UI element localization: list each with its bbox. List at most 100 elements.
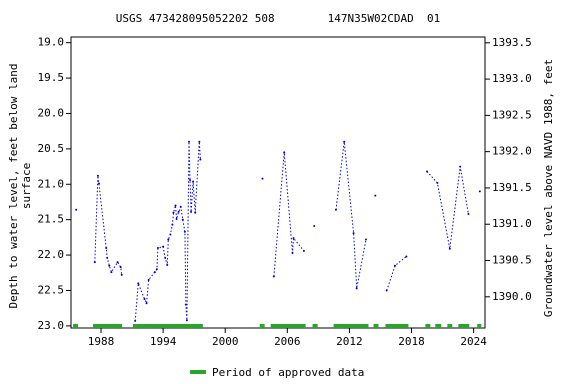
data-point [75, 208, 78, 211]
data-point [137, 282, 140, 285]
y-tick-label: 19.5 [38, 71, 65, 84]
x-tick-label: 2006 [274, 335, 301, 348]
y2-tick-label: 1393.5 [492, 36, 532, 49]
y2-tick-label: 1391.0 [492, 217, 532, 230]
data-point [194, 211, 197, 214]
y2-tick-label: 1390.5 [492, 254, 532, 267]
approved-period [435, 324, 442, 328]
data-point [145, 302, 148, 305]
data-point [302, 249, 305, 252]
y-tick-label: 22.5 [38, 283, 65, 296]
data-point [97, 182, 100, 185]
data-point [184, 303, 187, 306]
data-point [96, 174, 99, 177]
data-point [162, 245, 165, 248]
y2-tick-label: 1392.0 [492, 145, 532, 158]
data-point [190, 210, 193, 213]
data-point [169, 233, 172, 236]
data-point [374, 194, 377, 197]
data-point [179, 205, 182, 208]
approved-period [373, 324, 379, 328]
data-point [364, 238, 367, 241]
data-point [478, 190, 481, 193]
data-point [192, 180, 195, 183]
data-point [343, 140, 346, 143]
y-tick-label: 21.0 [38, 177, 65, 190]
data-point [181, 218, 184, 221]
data-point [405, 255, 408, 258]
data-point [171, 223, 174, 226]
approved-period [270, 324, 306, 328]
data-point [448, 247, 451, 250]
y-axis-label: Depth to water level, feet below land [7, 63, 20, 308]
approved-period [333, 324, 369, 328]
y-tick-label: 23.0 [38, 319, 65, 332]
data-point [134, 319, 137, 322]
data-point [167, 238, 170, 241]
data-point [183, 230, 186, 233]
data-point [156, 246, 159, 249]
series-line [95, 142, 480, 321]
data-point [116, 261, 119, 264]
data-point [164, 256, 167, 259]
x-tick-label: 2024 [460, 335, 487, 348]
data-point [189, 179, 192, 182]
legend-label: Period of approved data [212, 366, 364, 379]
data-point [313, 225, 316, 228]
data-point [436, 181, 439, 184]
y-tick-label: 20.0 [38, 106, 65, 119]
data-point [119, 266, 122, 269]
data-point [352, 232, 355, 235]
data-point [153, 271, 156, 274]
approved-period [73, 324, 79, 328]
data-point [185, 319, 188, 322]
data-point [355, 287, 358, 290]
data-point [106, 256, 109, 259]
approved-period [132, 324, 203, 328]
x-tick-label: 1994 [150, 335, 177, 348]
x-tick-label: 2018 [398, 335, 425, 348]
data-point [272, 275, 275, 278]
data-point [459, 165, 462, 168]
approved-period [425, 324, 431, 328]
approved-period [312, 324, 318, 328]
x-tick-label: 2012 [336, 335, 363, 348]
data-point [177, 210, 180, 213]
chart-title: USGS 473428095052202 508 147N35W02CDAD 0… [116, 12, 441, 25]
data-point [155, 268, 158, 271]
y-tick-label: 21.5 [38, 213, 65, 226]
y-tick-label: 20.5 [38, 142, 65, 155]
data-point [198, 140, 201, 143]
y2-tick-label: 1390.0 [492, 290, 532, 303]
data-point [143, 297, 146, 300]
plot-frame [70, 36, 486, 329]
data-point [105, 246, 108, 249]
y2-tick-label: 1393.0 [492, 72, 532, 85]
data-point [292, 237, 295, 240]
x-tick-label: 1988 [88, 335, 115, 348]
data-point [147, 278, 150, 281]
data-point [199, 158, 202, 161]
legend-swatch [190, 370, 206, 374]
data-point [261, 177, 264, 180]
y2-axis-label: Groundwater level above NAVD 1988, feet [542, 59, 555, 317]
data-point [108, 264, 111, 267]
data-point [283, 151, 286, 154]
data-point [166, 263, 169, 266]
y2-tick-label: 1392.5 [492, 108, 532, 121]
data-point [175, 217, 178, 220]
data-point [110, 271, 113, 274]
data-point [467, 213, 470, 216]
y-tick-label: 22.0 [38, 248, 65, 261]
approved-period [93, 324, 123, 328]
data-point [291, 251, 294, 254]
y-axis-label: surface [20, 163, 33, 209]
data-point [334, 208, 337, 211]
data-point [93, 261, 96, 264]
data-point [172, 211, 175, 214]
data-point [187, 140, 190, 143]
x-tick-label: 2000 [212, 335, 239, 348]
approved-period [259, 324, 265, 328]
y2-tick-label: 1391.5 [492, 181, 532, 194]
